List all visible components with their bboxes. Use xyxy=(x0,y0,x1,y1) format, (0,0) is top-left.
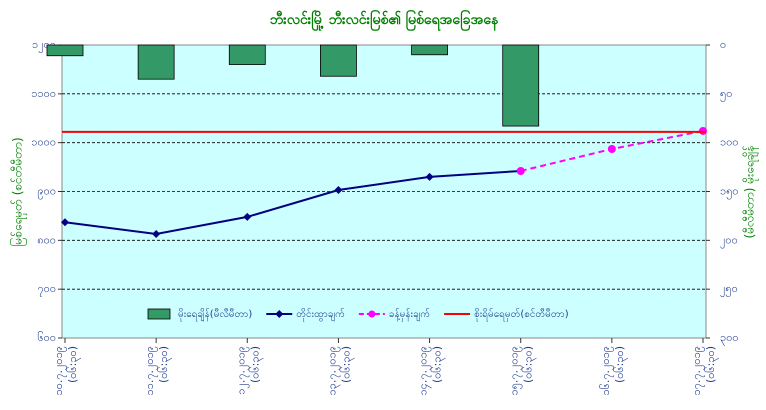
legend-label: တိုင်းထွာချက် xyxy=(296,307,345,322)
x-tick-label: ၁၁.၇.၂၀၁၉ xyxy=(143,346,158,396)
bar xyxy=(46,44,84,57)
data-line xyxy=(64,169,521,235)
marker xyxy=(243,212,252,221)
x-tick-label: (၀၆:၃၀) xyxy=(248,346,263,383)
y-axis-title: မြစ်ရေမှတ် (စင်တီမီတာ) xyxy=(9,137,28,246)
y2-tick-label: ၂၀၀ xyxy=(720,233,738,248)
x-tick-label: ၁၄.၇.၂၀၁၉ xyxy=(417,346,432,396)
y-tick-label: ၉၀၀ xyxy=(37,185,56,200)
marker xyxy=(152,229,161,238)
bar xyxy=(228,44,266,65)
bar xyxy=(320,44,357,77)
y2-axis-title: (မီလီမီတာ) မိုးရေချိန် xyxy=(742,146,760,239)
y-tick-label: ၁၀၀၀ xyxy=(31,136,56,149)
x-tick-label: (၀၆:၃၀) xyxy=(431,346,446,383)
x-tick-label: (၀၆:၃၀) xyxy=(522,346,537,383)
x-tick-label: (၀၆:၃၀) xyxy=(613,346,628,383)
legend-swatch xyxy=(368,310,376,318)
legend-label: မိုးရေချိန်(မီလီမီတာ) xyxy=(178,307,252,322)
legend-label: စိုးရိမ်ရေမှတ်(စင်တီမီတာ) xyxy=(474,307,569,322)
x-tick-label: ၁၇.၇.၂၀၁၉ xyxy=(690,346,705,396)
legend-swatch xyxy=(147,308,171,320)
chart-title: ဘီးလင်းမြို့ ဘီးလင်းမြစ်၏ မြစ်ရေအခြေအနေ xyxy=(270,10,499,31)
y-tick-label: ၈၀၀ xyxy=(37,233,56,246)
x-tick-label: ၁၃.၇.၂၀၁၉ xyxy=(325,346,340,396)
y-tick-label: ၆၀၀ xyxy=(37,331,56,344)
x-tick-label: (၀၆:၃၀) xyxy=(157,346,172,383)
y-tick-label: ၇၀၀ xyxy=(37,282,56,297)
bar xyxy=(502,44,540,127)
y2-tick-label: ၅၀ xyxy=(720,87,732,102)
marker xyxy=(334,186,343,195)
x-tick-label: (၀၆:၃၀) xyxy=(339,346,354,383)
x-tick-label: (၀၆:၃၀) xyxy=(704,346,719,383)
x-tick-label: (၀၆:၃၀) xyxy=(66,346,81,383)
y2-tick-label: ၃၀၀ xyxy=(720,331,739,346)
x-tick-label: ၁၅.၇.၂၀၁၉ xyxy=(508,346,523,396)
legend-label: ခန့်မှန်းချက် xyxy=(389,307,430,322)
y2-tick-label: ၁၀၀ xyxy=(720,136,739,149)
marker xyxy=(425,172,434,181)
y2-tick-label: ၀ xyxy=(720,38,726,51)
y2-tick-label: ၁၅၀ xyxy=(720,185,739,200)
y-tick-label: ၁၁၀၀ xyxy=(31,87,56,100)
x-tick-label: ၁၂.၇.၂၀၁၉ xyxy=(234,346,249,395)
legend-swatch xyxy=(275,310,284,318)
marker xyxy=(607,145,616,154)
bar xyxy=(411,44,448,56)
marker xyxy=(61,218,69,227)
x-tick-label: ၁၀.၇.၂၀၁၉ xyxy=(52,346,67,396)
bar xyxy=(137,44,175,80)
y2-tick-label: ၂၅၀ xyxy=(720,282,738,297)
marker xyxy=(516,166,525,175)
x-tick-label: ၁၆.၇.၂၀၁၉ xyxy=(599,346,614,396)
